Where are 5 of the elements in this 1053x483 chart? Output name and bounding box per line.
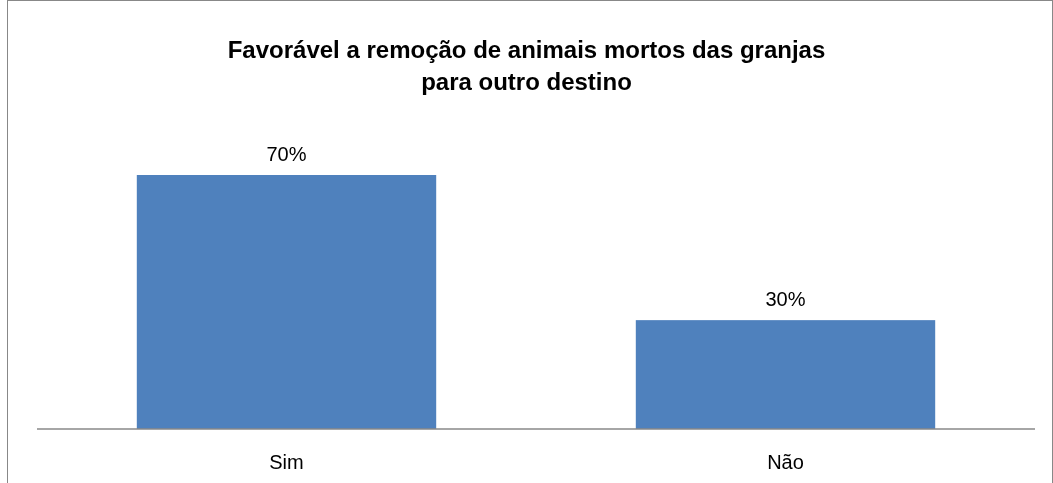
x-tick-label: Sim [269, 451, 304, 473]
data-label: 30% [765, 288, 806, 311]
chart-title: Favorável a remoção de animais mortos das granjas para outro destino [227, 36, 826, 95]
data-label: 70% [266, 143, 307, 165]
x-tick-label: Não [767, 451, 804, 473]
